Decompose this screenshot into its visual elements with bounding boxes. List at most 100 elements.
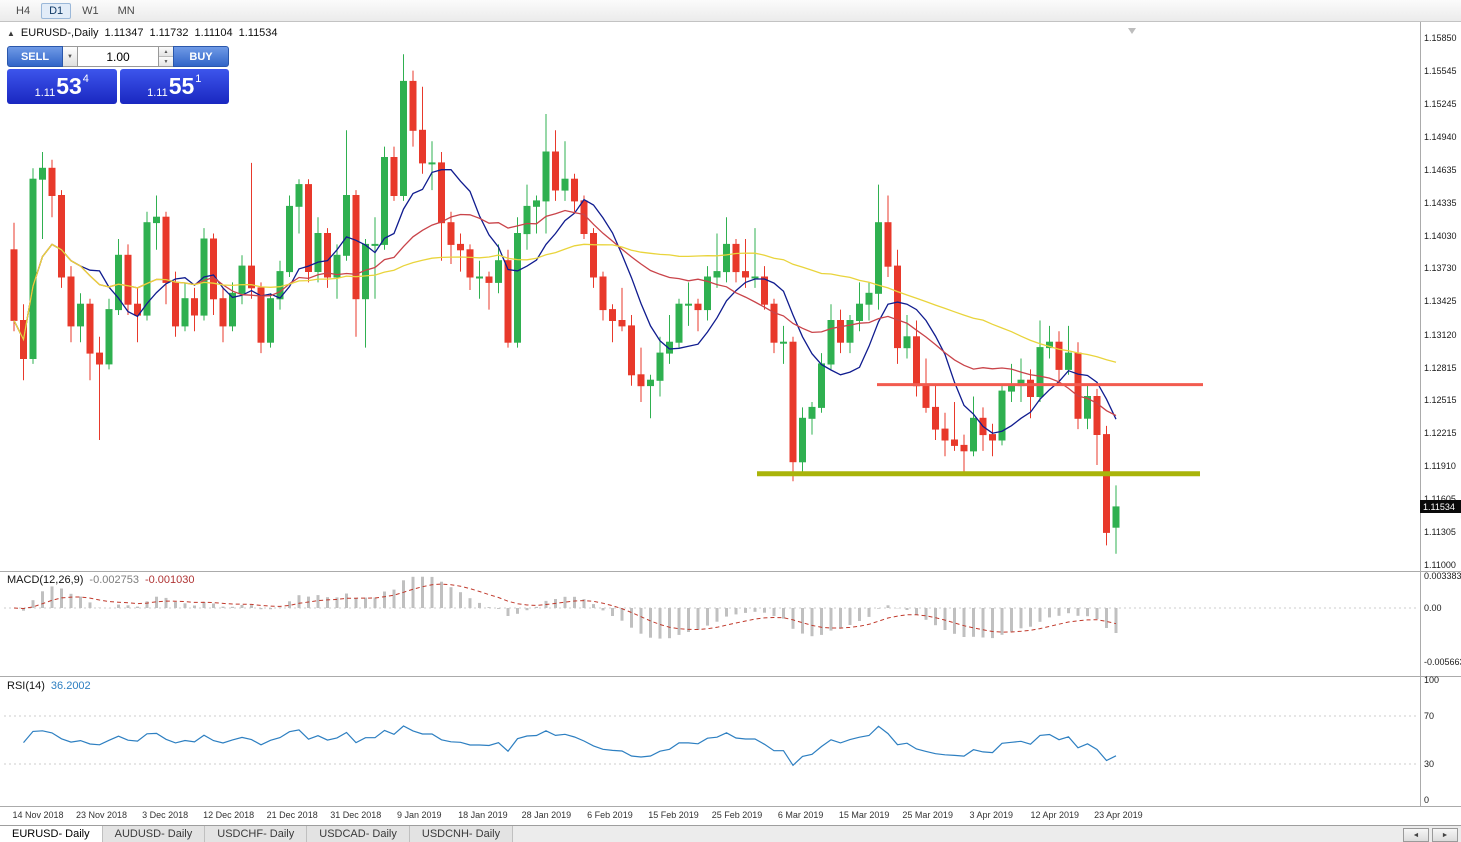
time-axis-label: 28 Jan 2019 bbox=[521, 810, 572, 820]
arrow-right-icon: ► bbox=[1441, 831, 1449, 839]
sell-button[interactable]: SELL bbox=[7, 46, 63, 67]
chart-tab-usdchf[interactable]: USDCHF- Daily bbox=[205, 826, 308, 842]
high-value: 1.11732 bbox=[149, 27, 189, 39]
tab-scroll-left-button[interactable]: ◄ bbox=[1403, 828, 1429, 842]
rsi-label: RSI(14) 36.2002 bbox=[7, 680, 91, 692]
rsi-line bbox=[23, 725, 1117, 767]
close-value: 1.11534 bbox=[238, 27, 278, 39]
price-scale-label: 1.13730 bbox=[1424, 263, 1457, 274]
spin-up-icon[interactable]: ▲ bbox=[159, 47, 173, 57]
price-scale-label: 1.11910 bbox=[1424, 461, 1456, 472]
time-axis-label: 9 Jan 2019 bbox=[397, 810, 442, 820]
time-axis-label: 12 Dec 2018 bbox=[203, 810, 255, 820]
price-scale-label: 1.11605 bbox=[1424, 494, 1456, 505]
macd-scale-label: 0.00 bbox=[1424, 603, 1442, 613]
sell-price-panel[interactable]: 1.11 53 4 bbox=[7, 69, 117, 104]
macd-pane-separator[interactable] bbox=[0, 571, 1461, 572]
price-scale-label: 1.11000 bbox=[1424, 559, 1456, 570]
spin-down-icon[interactable]: ▼ bbox=[159, 57, 173, 66]
price-scale-label: 1.13120 bbox=[1424, 329, 1457, 340]
time-axis-label: 23 Nov 2018 bbox=[76, 810, 128, 820]
rsi-scale-label: 30 bbox=[1424, 759, 1435, 769]
time-axis-label: 15 Mar 2019 bbox=[838, 810, 890, 820]
chart-tab-eurusd[interactable]: EURUSD- Daily bbox=[0, 826, 103, 842]
price-scale-label: 1.12815 bbox=[1424, 362, 1457, 373]
time-axis-label: 14 Nov 2018 bbox=[12, 810, 64, 820]
timeframe-button-d1[interactable]: D1 bbox=[41, 2, 72, 19]
current-price-value: 1.11534 bbox=[1423, 501, 1455, 512]
price-scale-label: 1.13425 bbox=[1424, 296, 1457, 307]
timeframe-toolbar: H4 D1 W1 MN bbox=[0, 0, 1461, 22]
chart-header: ▲ EURUSD-,Daily 1.11347 1.11732 1.11104 … bbox=[7, 27, 278, 39]
chart-tab-audusd[interactable]: AUDUSD- Daily bbox=[102, 826, 206, 842]
price-scale-label: 1.14940 bbox=[1424, 131, 1457, 142]
price-axis-separator bbox=[1420, 22, 1421, 806]
time-axis-separator bbox=[0, 806, 1461, 807]
volume-dropdown-button[interactable]: ▼ bbox=[63, 46, 78, 67]
time-axis-label: 23 Apr 2019 bbox=[1094, 810, 1143, 820]
price-scale-label: 1.15850 bbox=[1424, 32, 1457, 43]
macd-histogram bbox=[22, 576, 1118, 639]
price-axis[interactable]: 1.15850 1.15545 1.15245 1.14940 1.14635 1.143… bbox=[1420, 22, 1461, 806]
macd-label: MACD(12,26,9) -0.002753 -0.001030 bbox=[7, 574, 195, 586]
open-value: 1.11347 bbox=[104, 27, 144, 39]
rsi-scale-label: 0 bbox=[1424, 795, 1430, 805]
timeframe-button-w1[interactable]: W1 bbox=[82, 4, 99, 17]
timeframe-button-h4[interactable]: H4 bbox=[16, 4, 31, 17]
price-scale-label: 1.12215 bbox=[1424, 427, 1457, 438]
macd-scale-label: -0.005663 bbox=[1424, 657, 1461, 667]
time-axis-label: 18 Jan 2019 bbox=[458, 810, 508, 820]
ma-50-line bbox=[13, 243, 1117, 363]
chart-shift-marker-icon[interactable] bbox=[1128, 28, 1136, 34]
tab-scroll-right-button[interactable]: ► bbox=[1432, 828, 1458, 842]
volume-input[interactable] bbox=[78, 46, 159, 67]
time-axis-label: 25 Feb 2019 bbox=[711, 810, 763, 820]
rsi-scale-label: 70 bbox=[1424, 711, 1435, 721]
price-scale-label: 1.15545 bbox=[1424, 66, 1457, 77]
low-value: 1.11104 bbox=[194, 27, 233, 39]
sell-pipette: 4 bbox=[82, 73, 89, 85]
time-axis-label: 6 Feb 2019 bbox=[587, 810, 633, 820]
sell-big-figure: 1.11 bbox=[34, 87, 56, 99]
chevron-down-icon: ▼ bbox=[67, 53, 73, 60]
buy-pips: 55 bbox=[168, 73, 195, 99]
price-scale-label: 1.14335 bbox=[1424, 197, 1457, 208]
time-axis-label: 3 Apr 2019 bbox=[969, 810, 1014, 820]
price-scale-label: 1.14635 bbox=[1424, 164, 1457, 175]
rsi-value: 36.2002 bbox=[50, 680, 91, 692]
symbol-period-label: EURUSD-,Daily bbox=[20, 27, 99, 39]
current-price-tag: 1.11534 bbox=[1420, 500, 1461, 514]
buy-price-panel[interactable]: 1.11 55 1 bbox=[119, 69, 229, 104]
time-axis-label: 3 Dec 2018 bbox=[142, 810, 189, 820]
rsi-scale-label: 100 bbox=[1424, 675, 1440, 685]
price-scale-label: 1.15245 bbox=[1424, 98, 1457, 109]
one-click-trading-panel: SELL ▼ ▲ ▼ BUY 1.11 53 4 1.11 55 1 bbox=[7, 46, 229, 104]
rsi-pane-separator[interactable] bbox=[0, 676, 1461, 677]
macd-main-value: -0.002753 bbox=[89, 574, 139, 586]
rsi-name: RSI(14) bbox=[7, 680, 45, 692]
time-axis[interactable]: 14 Nov 2018 23 Nov 2018 3 Dec 2018 12 Dec 2… bbox=[0, 806, 1420, 825]
time-axis-label: 31 Dec 2018 bbox=[330, 810, 382, 820]
macd-signal-value: -0.001030 bbox=[144, 574, 195, 586]
buy-big-figure: 1.11 bbox=[147, 87, 168, 99]
buy-pipette: 1 bbox=[195, 73, 202, 85]
price-scale-label: 1.12515 bbox=[1424, 395, 1457, 406]
ma-8-line bbox=[13, 169, 1117, 434]
time-axis-label: 6 Mar 2019 bbox=[777, 810, 824, 820]
time-axis-label: 21 Dec 2018 bbox=[266, 810, 318, 820]
chart-tab-usdcad[interactable]: USDCAD- Daily bbox=[307, 826, 410, 842]
chart-tab-usdcnh[interactable]: USDCNH- Daily bbox=[409, 826, 514, 842]
price-scale-label: 1.11305 bbox=[1424, 526, 1456, 537]
macd-signal-line bbox=[13, 583, 1117, 633]
chart-tabs-bar: EURUSD- Daily AUDUSD- Daily USDCHF- Daily U… bbox=[0, 825, 1461, 842]
collapse-panel-icon[interactable]: ▲ bbox=[7, 28, 15, 38]
timeframe-button-mn[interactable]: MN bbox=[117, 4, 135, 17]
macd-scale-label: 0.003383 bbox=[1424, 570, 1461, 581]
tab-scroll-controls: ◄ ► bbox=[1403, 828, 1458, 842]
buy-button[interactable]: BUY bbox=[173, 46, 229, 67]
macd-name: MACD(12,26,9) bbox=[7, 574, 84, 586]
volume-stepper[interactable]: ▲ ▼ bbox=[159, 46, 173, 67]
candlesticks bbox=[10, 54, 1120, 554]
